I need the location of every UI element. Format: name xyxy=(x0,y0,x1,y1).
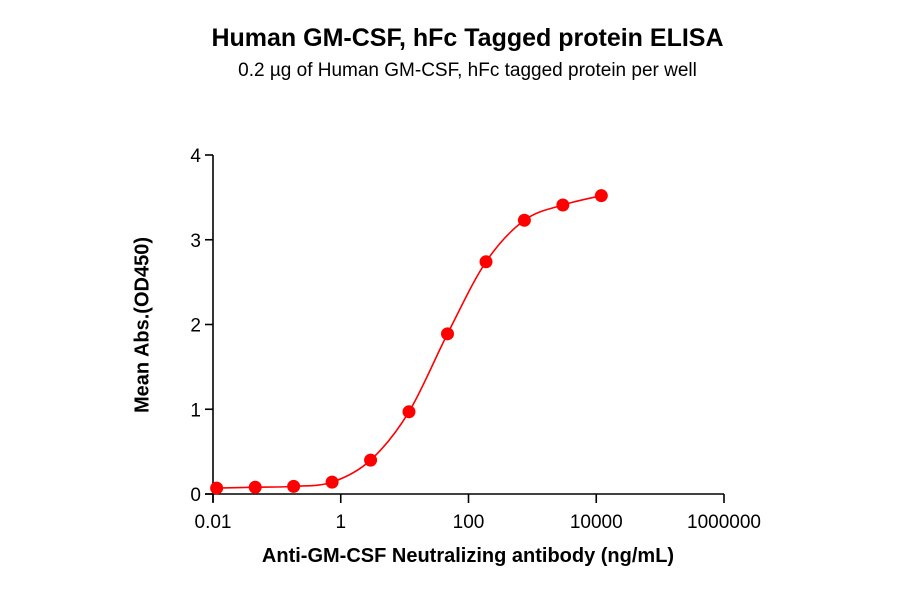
data-point xyxy=(479,255,493,269)
data-point xyxy=(287,479,301,493)
data-point xyxy=(440,327,454,341)
data-point xyxy=(210,481,224,495)
axes: 0 1 2 3 4 0.01 1 100 10000 1000000 xyxy=(190,146,761,533)
data-points xyxy=(210,189,608,495)
x-tick-label: 1 xyxy=(335,512,346,533)
x-tick-label: 10000 xyxy=(570,512,623,533)
y-tick-label: 0 xyxy=(190,485,201,506)
chart-subtitle: 0.2 µg of Human GM-CSF, hFc tagged prote… xyxy=(238,60,697,81)
x-tick-label: 1000000 xyxy=(687,512,761,533)
x-tick-label: 0.01 xyxy=(195,512,232,533)
fit-curve xyxy=(216,194,602,489)
y-tick-label: 1 xyxy=(190,400,201,421)
x-tick-label: 100 xyxy=(453,512,485,533)
data-point xyxy=(364,453,378,467)
data-point xyxy=(325,475,339,489)
x-axis-label: Anti-GM-CSF Neutralizing antibody (ng/mL… xyxy=(261,545,675,567)
y-tick-label: 4 xyxy=(190,146,201,167)
y-tick-label: 3 xyxy=(190,231,201,252)
y-tick-label: 2 xyxy=(190,316,201,337)
data-point xyxy=(594,189,608,203)
data-point xyxy=(248,480,262,494)
data-point xyxy=(556,198,570,212)
data-point xyxy=(402,405,416,419)
data-point xyxy=(517,213,531,227)
chart-title: Human GM-CSF, hFc Tagged protein ELISA xyxy=(211,24,724,52)
